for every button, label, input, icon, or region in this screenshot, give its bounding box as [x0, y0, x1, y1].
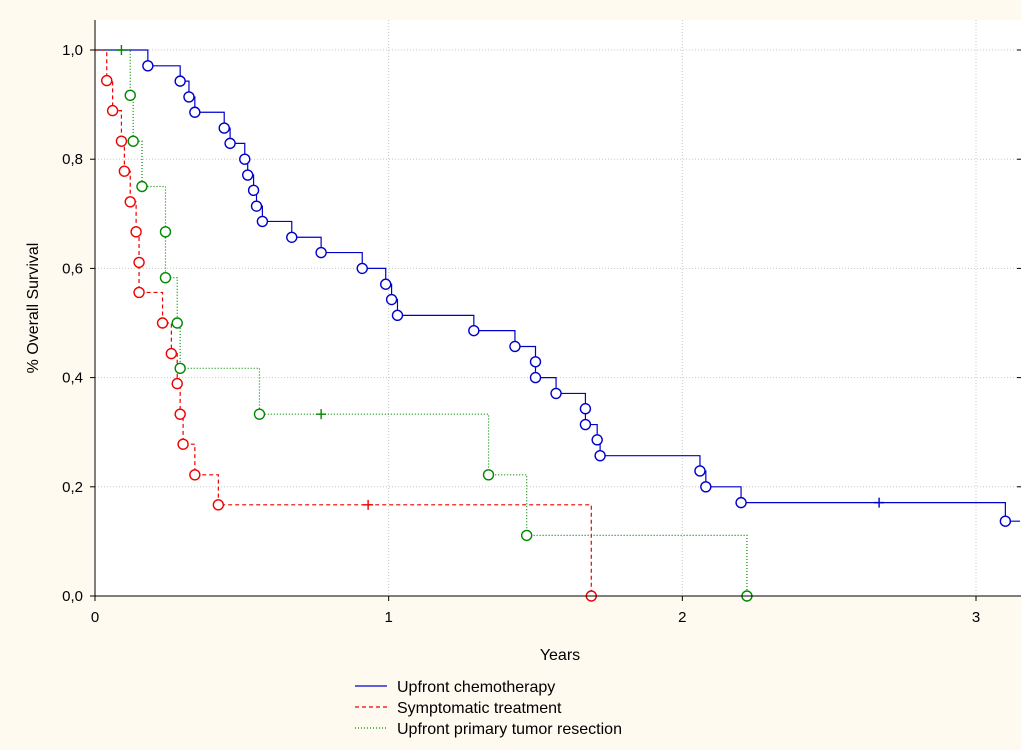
event-point-0-1: [174, 75, 186, 87]
plot-area: [95, 20, 1021, 596]
event-point-0-15: [385, 293, 398, 306]
event-point-1-4: [124, 196, 136, 208]
x-tick-label-0: 0: [91, 609, 99, 626]
event-point-0-28: [735, 496, 747, 509]
series-0: [95, 49, 1021, 527]
event-point-0-22: [579, 403, 592, 415]
event-point-1-7: [133, 286, 145, 299]
event-point-1-11: [174, 408, 186, 420]
event-point-1-3: [118, 165, 131, 177]
event-point-0-6: [239, 153, 251, 165]
ticks: 0 1 2 3 0,0 0,2 0,4 0,6 0,8 1,0: [62, 42, 1021, 626]
series-1: [95, 49, 597, 602]
event-point-1-10: [171, 377, 183, 390]
grid: [95, 20, 1021, 596]
legend: Upfront chemotherapy Symptomatic treatmen…: [355, 679, 622, 738]
y-tick-label-3: 0,6: [62, 260, 83, 277]
y-tick-label-0: 0,0: [62, 588, 83, 605]
event-point-0-11: [286, 231, 298, 243]
x-tick-label-1: 1: [384, 609, 392, 626]
event-point-0-27: [700, 481, 712, 493]
legend-label-0: Upfront chemotherapy: [397, 679, 555, 696]
y-axis-title: % Overall Survival: [25, 243, 42, 374]
event-point-1-12: [177, 438, 189, 450]
event-point-1-13: [189, 469, 201, 481]
censor-mark-1-0: [363, 499, 374, 510]
event-point-0-20: [529, 371, 542, 384]
event-point-2-3: [159, 226, 172, 238]
y-tick-label-4: 0,8: [62, 151, 83, 168]
x-tick-label-3: 3: [972, 609, 980, 626]
event-point-0-16: [391, 309, 404, 322]
x-tick-label-2: 2: [678, 609, 686, 626]
event-point-0-12: [315, 246, 327, 259]
series-line-1: [95, 49, 592, 596]
event-point-1-1: [106, 104, 119, 117]
event-point-1-6: [133, 256, 145, 269]
event-point-0-25: [594, 449, 606, 462]
legend-label-2: Upfront primary tumor resection: [397, 721, 622, 738]
event-point-0-26: [694, 465, 706, 477]
legend-label-1: Symptomatic treatment: [397, 700, 562, 717]
event-point-1-8: [156, 317, 169, 329]
y-tick-label-1: 0,2: [62, 479, 83, 496]
event-point-2-2: [136, 180, 148, 193]
event-point-0-7: [242, 169, 254, 181]
event-point-1-9: [165, 347, 178, 360]
event-point-1-5: [130, 226, 142, 238]
event-point-0-8: [247, 184, 260, 197]
event-point-0-3: [189, 106, 201, 118]
censor-mark-2-0: [116, 45, 127, 55]
series-layer: [95, 45, 1021, 602]
event-point-1-0: [101, 74, 113, 87]
event-point-0-18: [509, 340, 521, 353]
event-point-0-4: [218, 122, 230, 134]
event-point-0-23: [579, 418, 592, 431]
event-point-1-2: [115, 135, 128, 147]
event-point-0-10: [256, 215, 269, 228]
censor-mark-0-0: [874, 497, 885, 508]
event-point-0-5: [224, 137, 236, 150]
y-tick-label-5: 1,0: [62, 42, 83, 59]
event-point-2-1: [127, 135, 139, 147]
event-point-2-6: [174, 362, 186, 375]
censor-mark-2-1: [316, 409, 327, 420]
event-point-1-14: [212, 499, 225, 511]
event-point-2-7: [253, 408, 266, 420]
series-2: [95, 45, 753, 602]
event-point-2-8: [482, 469, 495, 481]
y-tick-label-2: 0,4: [62, 370, 83, 387]
event-point-0-0: [142, 60, 154, 72]
event-point-2-5: [171, 317, 183, 329]
x-axis-title: Years: [540, 647, 580, 664]
event-point-0-9: [250, 200, 263, 212]
event-point-0-29: [999, 515, 1012, 527]
event-point-0-2: [183, 91, 195, 103]
event-point-0-17: [468, 324, 480, 337]
event-point-0-21: [550, 387, 562, 400]
event-point-0-14: [380, 278, 392, 290]
event-point-2-0: [124, 89, 136, 102]
event-point-2-9: [520, 529, 533, 542]
event-point-0-24: [591, 434, 603, 446]
event-point-0-13: [356, 262, 368, 275]
event-point-0-19: [529, 356, 542, 368]
series-line-2: [95, 49, 748, 596]
event-point-2-4: [159, 271, 172, 284]
axes: [94, 20, 1021, 597]
